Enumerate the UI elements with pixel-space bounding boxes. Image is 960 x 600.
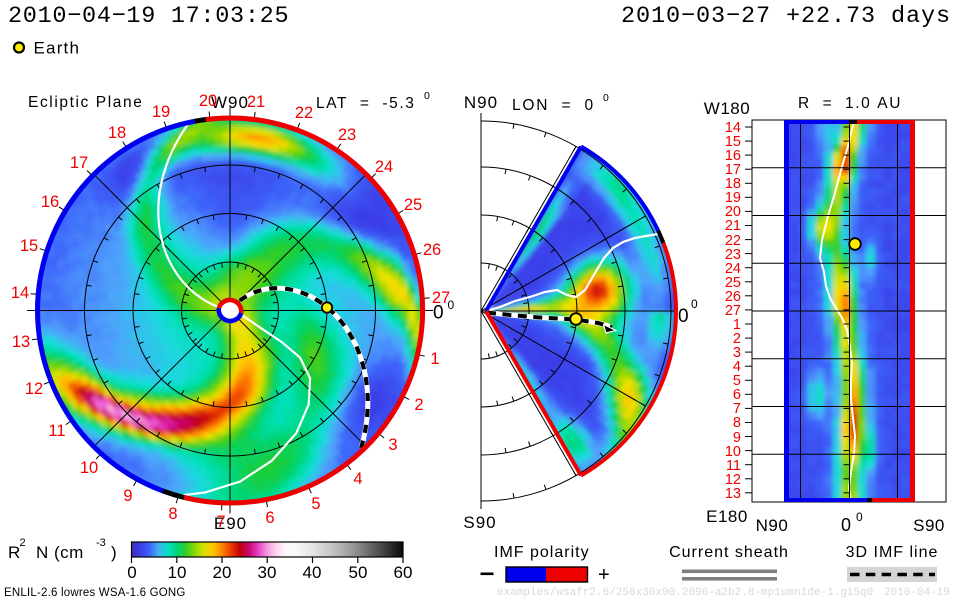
svg-text:18: 18 [108, 124, 126, 142]
svg-text:R: R [8, 543, 20, 562]
svg-text:13: 13 [12, 333, 30, 351]
svg-text:2010−03−27 +22.73 days: 2010−03−27 +22.73 days [621, 3, 951, 30]
svg-text:12: 12 [725, 472, 741, 488]
svg-text:10: 10 [168, 563, 187, 582]
svg-text:0: 0 [448, 298, 455, 312]
svg-text:19: 19 [152, 103, 170, 121]
svg-text:0: 0 [603, 92, 609, 104]
svg-text:8: 8 [733, 415, 741, 431]
svg-text:2: 2 [414, 396, 423, 414]
svg-text:24: 24 [725, 261, 741, 277]
svg-text:13: 13 [725, 486, 741, 502]
svg-text:3: 3 [388, 436, 397, 454]
svg-text:10: 10 [725, 444, 741, 460]
svg-text:Ecliptic Plane: Ecliptic Plane [28, 94, 143, 111]
svg-text:0: 0 [841, 515, 851, 535]
svg-text:21: 21 [725, 218, 741, 234]
svg-text:N90: N90 [756, 516, 789, 535]
svg-text:0: 0 [424, 90, 430, 102]
svg-text:N90: N90 [464, 93, 498, 112]
svg-text:60: 60 [394, 563, 413, 582]
svg-text:4: 4 [353, 470, 362, 488]
svg-text:15: 15 [725, 134, 741, 150]
svg-text:20: 20 [213, 563, 232, 582]
svg-text:0: 0 [433, 303, 444, 324]
svg-text:26: 26 [725, 289, 741, 305]
svg-text:50: 50 [349, 563, 368, 582]
svg-text:ENLIL-2.6 lowres WSA-1.6 GONG: ENLIL-2.6 lowres WSA-1.6 GONG [4, 587, 186, 599]
svg-text:16: 16 [41, 193, 59, 211]
svg-text:17: 17 [725, 162, 741, 178]
svg-text:20: 20 [725, 204, 741, 220]
svg-text:7: 7 [216, 513, 225, 531]
svg-text:W180: W180 [704, 99, 750, 118]
svg-text:18: 18 [725, 176, 741, 192]
svg-text:): ) [111, 543, 117, 562]
svg-text:19: 19 [725, 190, 741, 206]
svg-text:5: 5 [311, 495, 320, 513]
svg-text:E180: E180 [706, 507, 748, 526]
svg-text:22: 22 [295, 104, 313, 122]
svg-text:E90: E90 [214, 514, 247, 533]
svg-text:6: 6 [733, 387, 741, 403]
svg-text:14: 14 [725, 120, 741, 136]
svg-text:1: 1 [733, 317, 741, 333]
svg-text:N (cm: N (cm [36, 543, 84, 562]
svg-text:W90: W90 [211, 93, 249, 112]
svg-text:7: 7 [733, 401, 741, 417]
svg-text:R = 1.0 AU: R = 1.0 AU [798, 95, 902, 112]
svg-text:25: 25 [404, 196, 422, 214]
svg-text:2: 2 [20, 537, 26, 549]
svg-text:11: 11 [48, 422, 65, 440]
svg-text:0: 0 [691, 297, 698, 311]
svg-text:25: 25 [725, 275, 741, 291]
svg-text:27: 27 [432, 289, 450, 307]
svg-text:0: 0 [856, 510, 863, 524]
svg-text:3: 3 [733, 345, 741, 361]
svg-text:3D IMF line: 3D IMF line [846, 544, 939, 561]
svg-text:4: 4 [733, 359, 741, 375]
svg-text:23: 23 [338, 126, 356, 144]
svg-text:LON = 0: LON = 0 [512, 97, 595, 114]
svg-text:8: 8 [168, 505, 177, 523]
svg-text:26: 26 [423, 241, 441, 259]
svg-text:10: 10 [80, 459, 98, 477]
svg-text:6: 6 [265, 509, 274, 527]
svg-text:11: 11 [726, 458, 741, 474]
svg-text:2010−04−19 17:03:25: 2010−04−19 17:03:25 [8, 3, 289, 30]
svg-text:23: 23 [725, 247, 741, 263]
svg-text:20: 20 [199, 92, 217, 110]
svg-text:30: 30 [258, 563, 277, 582]
svg-text:0: 0 [127, 563, 136, 582]
svg-text:12: 12 [25, 380, 43, 398]
svg-text:15: 15 [20, 237, 38, 255]
svg-text:14: 14 [11, 284, 29, 302]
svg-text:LAT = -5.3: LAT = -5.3 [316, 95, 415, 112]
svg-text:examples/wsafr2.6/256x30x90.20: examples/wsafr2.6/256x30x90.2096-a2b2.8-… [497, 587, 873, 599]
svg-text:40: 40 [303, 563, 322, 582]
svg-text:2010-04-19: 2010-04-19 [884, 587, 950, 599]
svg-text:16: 16 [725, 148, 741, 164]
svg-text:9: 9 [123, 487, 132, 505]
svg-text:5: 5 [733, 373, 741, 389]
svg-text:17: 17 [70, 154, 88, 172]
svg-text:27: 27 [725, 303, 741, 319]
svg-text:24: 24 [375, 158, 393, 176]
svg-text:+: + [598, 564, 610, 586]
svg-text:S90: S90 [913, 516, 945, 535]
svg-text:21: 21 [247, 93, 265, 111]
svg-text:S90: S90 [463, 513, 496, 532]
svg-text:0: 0 [678, 306, 689, 327]
svg-text:-3: -3 [96, 537, 106, 549]
svg-text:9: 9 [733, 430, 741, 446]
svg-text:2: 2 [733, 331, 741, 347]
svg-text:Current sheath: Current sheath [669, 544, 789, 561]
svg-text:Earth: Earth [34, 39, 81, 58]
svg-text:1: 1 [430, 350, 439, 368]
svg-text:IMF polarity: IMF polarity [494, 544, 590, 561]
svg-text:22: 22 [725, 233, 741, 249]
